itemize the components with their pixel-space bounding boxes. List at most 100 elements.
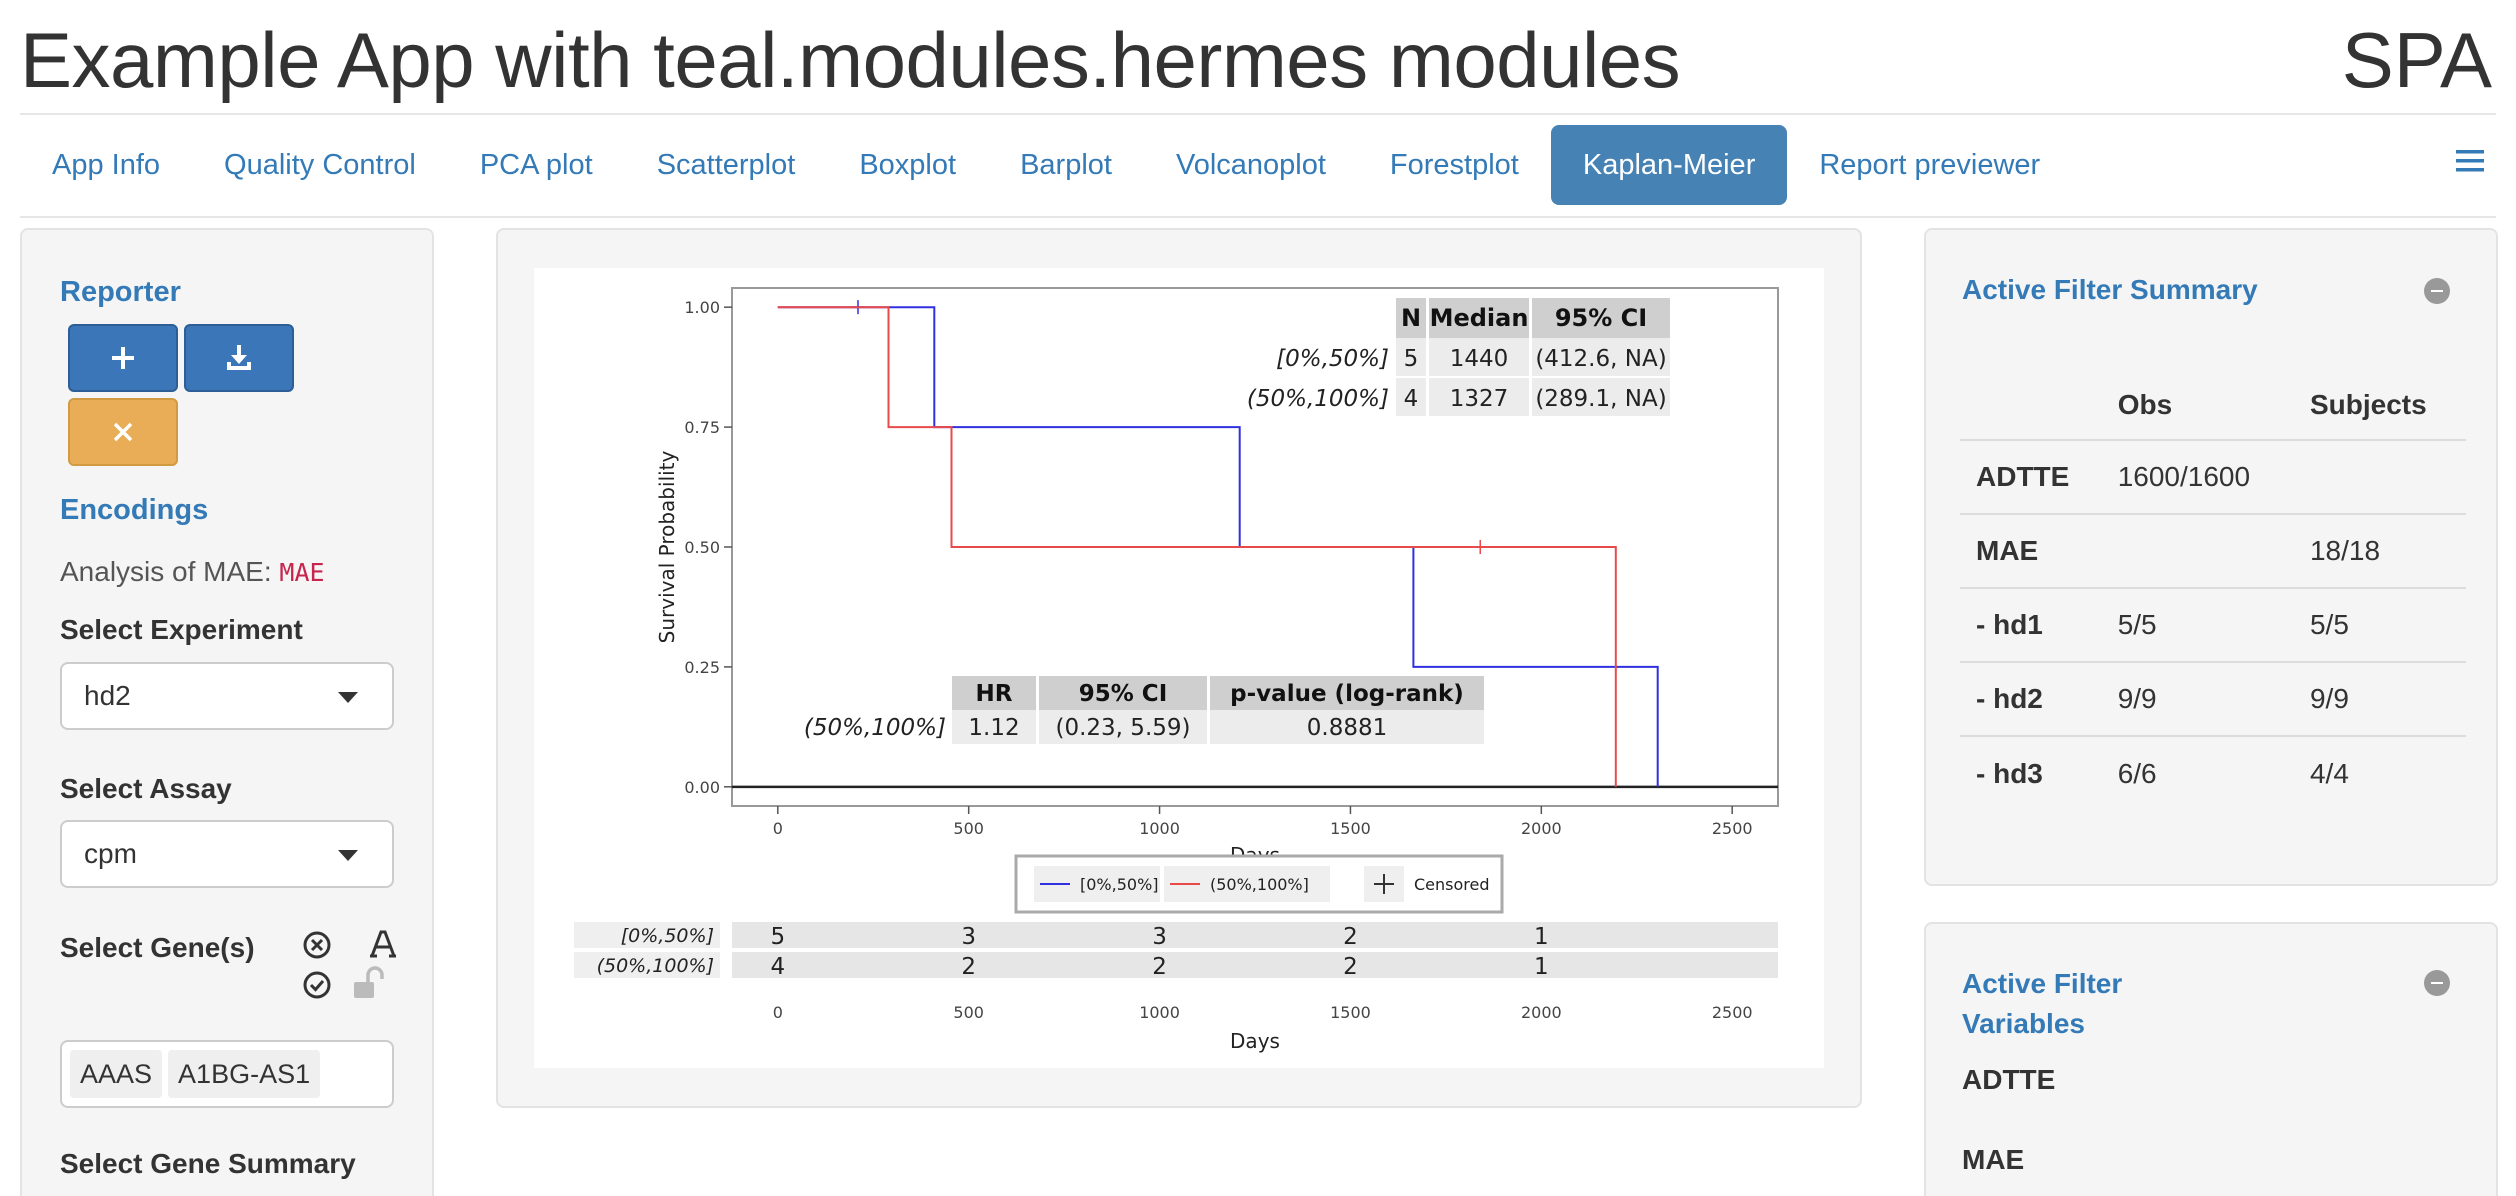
hamburger-icon[interactable] — [2454, 144, 2488, 184]
row-name: - hd2 — [1960, 662, 2102, 737]
x-tick-label: 0 — [773, 819, 783, 838]
select-experiment-label: Select Experiment — [60, 614, 303, 645]
median-table-cell: (289.1, NA) — [1535, 386, 1666, 412]
analysis-prefix: Analysis of MAE: — [60, 556, 272, 587]
download-report-button[interactable] — [184, 324, 294, 392]
median-table-cell-bg — [1396, 378, 1426, 416]
encodings-panel: Reporter Encodings Analysis of MAE: MAE … — [20, 228, 434, 1196]
y-tick-label: 0.25 — [684, 658, 720, 677]
hr-table-row-label: (50%,100%] — [804, 715, 946, 741]
km-plot-container: 0.00 0.25 0.50 0.75 1.00 0 500 1000 1500 2000 2500… — [534, 268, 1824, 1068]
unlock-icon[interactable] — [350, 966, 386, 1007]
hr-table-cell: 1.12 — [968, 715, 1019, 741]
legend-label-0: [0%,50%] — [1080, 875, 1159, 894]
x-tick-label: 1000 — [1139, 819, 1180, 838]
risk-count: 3 — [961, 924, 976, 950]
tab-scatterplot[interactable]: Scatterplot — [656, 149, 796, 181]
median-table-cell-bg — [1396, 338, 1426, 376]
legend-label-censored: Censored — [1414, 875, 1490, 894]
collapse-icon[interactable] — [2424, 970, 2450, 996]
experiment-select-value: hd2 — [84, 680, 131, 711]
median-table-header-cell — [1429, 298, 1529, 338]
median-table-row-label: (50%,100%] — [1247, 386, 1389, 412]
tab-pca-plot[interactable]: PCA plot — [479, 149, 593, 181]
gene-tag[interactable]: AAAS — [70, 1050, 163, 1098]
font-icon[interactable] — [368, 928, 398, 967]
tabs-divider — [20, 216, 2496, 218]
hr-table-header-cell — [1039, 676, 1207, 710]
table-header-row: Obs Subjects — [1960, 370, 2466, 441]
tab-barplot[interactable]: Barplot — [1020, 149, 1112, 181]
row-obs: 9/9 — [2101, 662, 2294, 737]
hr-table-header: 95% CI — [1079, 681, 1168, 707]
median-table-header-cell — [1396, 298, 1426, 338]
tab-quality-control[interactable]: Quality Control — [224, 149, 416, 181]
median-table-header: Median — [1430, 304, 1529, 332]
clear-selection-icon[interactable] — [302, 930, 332, 967]
km-curve-1 — [777, 306, 1617, 787]
filter-variable-mae: MAE — [1962, 1144, 2025, 1175]
row-subjects: 18/18 — [2293, 514, 2466, 589]
app-brand: SPA — [2341, 16, 2492, 104]
experiment-select[interactable]: hd2 — [60, 662, 394, 730]
x-tick-label: 500 — [953, 819, 984, 838]
active-filter-summary-panel: Active Filter Summary Obs Subjects ADTTE… — [1924, 228, 2498, 886]
active-filter-variables-panel: Active Filter Variables ADTTE MAE — [1924, 922, 2498, 1196]
median-table-cell: 1440 — [1450, 346, 1509, 372]
hr-table-cell-bg — [1210, 710, 1484, 744]
y-tick-label: 0.50 — [684, 538, 720, 557]
tab-app-info[interactable]: App Info — [52, 149, 161, 181]
chevron-down-icon — [338, 850, 358, 861]
variables-title-line2: Variables — [1962, 1008, 2085, 1039]
tab-boxplot[interactable]: Boxplot — [859, 149, 957, 181]
chevron-down-icon — [338, 692, 358, 703]
y-tick-label: 1.00 — [684, 298, 720, 317]
active-filter-summary-title: Active Filter Summary — [1962, 274, 2258, 305]
select-gene-summary-label: Select Gene Summary — [60, 1148, 356, 1179]
row-subjects: 9/9 — [2293, 662, 2466, 737]
table-row: - hd3 6/6 4/4 — [1960, 736, 2466, 810]
km-plot: 0.000.250.500.751.000 500 1000 1500 2000 2500… — [574, 287, 1779, 1053]
genes-selectize-input[interactable]: AAAS A1BG-AS1 — [60, 1040, 394, 1108]
check-circle-icon[interactable] — [302, 970, 332, 1007]
tab-report-previewer[interactable]: Report previewer — [1819, 149, 2041, 181]
risk-x-tick-label: 2000 — [1521, 1003, 1562, 1022]
y-tick-label: 0.00 — [684, 778, 720, 797]
collapse-icon[interactable] — [2424, 278, 2450, 304]
assay-select[interactable]: cpm — [60, 820, 394, 888]
tab-kaplan-meier[interactable]: Kaplan-Meier — [1550, 125, 1788, 205]
row-obs: 1600/1600 — [2101, 440, 2294, 515]
hr-table-header-cell — [952, 676, 1036, 710]
table-header-subjects: Subjects — [2293, 370, 2466, 441]
risk-count: 1 — [1534, 924, 1549, 950]
risk-row-label-bg — [574, 922, 720, 948]
row-subjects — [2293, 440, 2466, 515]
x-tick-label: 2500 — [1712, 819, 1753, 838]
table-header-obs: Obs — [2101, 370, 2294, 441]
table-row: ADTTE 1600/1600 — [1960, 440, 2466, 515]
assay-select-value: cpm — [84, 838, 137, 869]
row-subjects: 5/5 — [2293, 588, 2466, 663]
risk-x-tick-label: 1500 — [1330, 1003, 1371, 1022]
risk-count: 5 — [770, 924, 785, 950]
table-row: - hd2 9/9 9/9 — [1960, 662, 2466, 737]
hr-table-cell: (0.23, 5.59) — [1056, 715, 1191, 741]
reset-report-button[interactable] — [68, 398, 178, 466]
table-row: MAE 18/18 — [1960, 514, 2466, 589]
tab-forestplot[interactable]: Forestplot — [1389, 149, 1519, 181]
tab-volcanoplot[interactable]: Volcanoplot — [1175, 149, 1326, 181]
hr-table-header-cell — [1210, 676, 1484, 710]
legend-label-1: (50%,100%] — [1210, 875, 1309, 894]
median-table-header: N — [1401, 304, 1421, 332]
risk-count: 2 — [961, 954, 976, 980]
median-table-header: 95% CI — [1555, 304, 1647, 332]
row-name: ADTTE — [1960, 440, 2102, 515]
risk-x-tick-label: 500 — [953, 1003, 984, 1022]
risk-count: 1 — [1534, 954, 1549, 980]
median-table-row-label: [0%,50%] — [1276, 346, 1389, 372]
add-card-button[interactable] — [68, 324, 178, 392]
median-table-cell-bg — [1429, 378, 1529, 416]
median-table-cell-bg — [1429, 338, 1529, 376]
gene-tag[interactable]: A1BG-AS1 — [168, 1050, 321, 1098]
analysis-dataset: MAE — [279, 558, 325, 587]
